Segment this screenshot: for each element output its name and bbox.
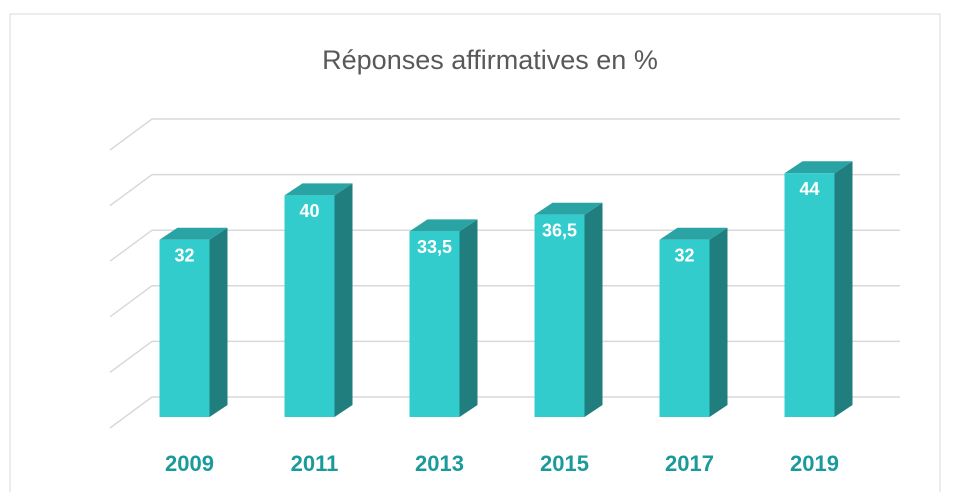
value-label: 44 xyxy=(799,179,819,199)
bar-top xyxy=(659,227,728,240)
bar-top xyxy=(534,202,603,215)
bar xyxy=(784,161,853,417)
value-label: 40 xyxy=(299,201,319,221)
value-label: 33,5 xyxy=(417,237,452,257)
value-label: 32 xyxy=(174,245,194,265)
bar-side xyxy=(459,219,478,417)
bar-top xyxy=(159,227,228,240)
x-tick-label: 2009 xyxy=(165,451,214,476)
x-tick-label: 2013 xyxy=(415,451,464,476)
bar-front xyxy=(159,239,210,417)
bar xyxy=(659,227,728,417)
grid-line xyxy=(109,340,900,374)
bar-side xyxy=(834,161,853,417)
bar-front xyxy=(409,231,460,417)
grid-line xyxy=(109,285,900,318)
bar-top xyxy=(784,161,853,174)
bar xyxy=(534,202,603,417)
x-tick-label: 2017 xyxy=(665,451,714,476)
bar xyxy=(159,227,228,417)
bar xyxy=(284,183,353,417)
bar-front xyxy=(284,195,335,417)
bar-side xyxy=(709,227,728,417)
bar-side xyxy=(334,183,353,417)
bar-side xyxy=(209,227,228,417)
bar xyxy=(409,219,478,417)
bar-side xyxy=(584,202,603,417)
chart-title: Réponses affirmatives en % xyxy=(322,45,658,75)
bar-top xyxy=(284,183,353,196)
value-label: 32 xyxy=(674,245,694,265)
value-label: 36,5 xyxy=(542,221,577,241)
x-tick-label: 2011 xyxy=(291,451,339,476)
bar-front xyxy=(534,214,585,417)
x-tick-label: 2015 xyxy=(540,451,589,476)
bar-front xyxy=(659,239,710,417)
grid-line xyxy=(109,173,900,207)
grid-line xyxy=(109,396,900,429)
grid-line xyxy=(109,229,900,262)
grid-line xyxy=(109,118,900,151)
x-tick-label: 2019 xyxy=(790,451,839,476)
bar-top xyxy=(409,219,478,232)
bar-front xyxy=(784,173,835,417)
